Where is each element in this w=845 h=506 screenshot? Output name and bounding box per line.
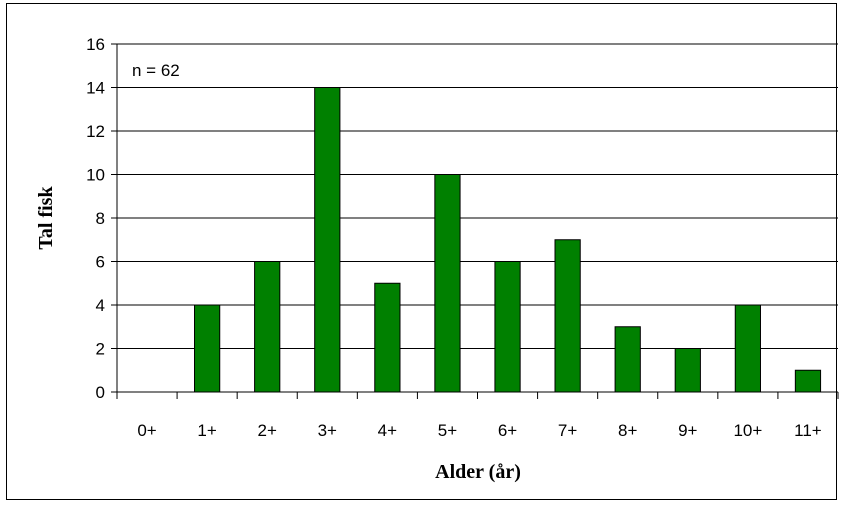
y-tick-label: 6: [96, 253, 105, 272]
bar-1plus: [194, 304, 221, 393]
x-tick-label: 10+: [733, 421, 762, 440]
y-tick-label: 16: [86, 35, 105, 54]
bar-11plus: [794, 369, 822, 393]
y-tick-label: 8: [96, 209, 105, 228]
x-tick-label: 8+: [618, 421, 637, 440]
x-tick-label: 3+: [318, 421, 337, 440]
bar-3plus: [314, 87, 341, 393]
x-tick-label: 7+: [558, 421, 577, 440]
gridlines: [117, 43, 838, 349]
x-tick-label: 0+: [137, 421, 156, 440]
y-tick-label: 4: [96, 296, 105, 315]
y-tick-label: 10: [86, 166, 105, 185]
bar-10plus: [734, 304, 761, 393]
bar-4plus: [374, 282, 401, 393]
x-tick-label: 2+: [258, 421, 277, 440]
bar-9plus: [674, 348, 701, 393]
x-tick-label: 5+: [438, 421, 457, 440]
bars: [194, 87, 822, 393]
chart-frame: [6, 3, 837, 500]
y-tick-label: 12: [86, 122, 105, 141]
x-tick-label: 4+: [378, 421, 397, 440]
x-tick-label: 6+: [498, 421, 517, 440]
y-tick-labels: 0 2 4 6 8 10 12 14 16: [86, 35, 105, 402]
axes: [111, 43, 839, 399]
bar-7plus: [554, 239, 581, 393]
bar-6plus: [494, 261, 521, 393]
x-tick-labels: 0+ 1+ 2+ 3+ 4+ 5+ 6+ 7+ 8+ 9+ 10+ 11+: [137, 421, 821, 440]
x-tick-label: 9+: [678, 421, 697, 440]
x-tick-label: 11+: [794, 421, 822, 440]
y-tick-label: 14: [86, 79, 105, 98]
x-axis-title: Alder (år): [435, 461, 521, 483]
y-axis-title: Tal fisk: [35, 186, 57, 250]
sample-size-annotation: n = 62: [132, 61, 180, 80]
y-tick-label: 0: [96, 383, 105, 402]
bar-8plus: [614, 326, 641, 393]
x-tick-label: 1+: [197, 421, 216, 440]
bar-2plus: [254, 261, 281, 393]
bar-5plus: [434, 174, 461, 393]
y-tick-label: 2: [96, 340, 105, 359]
